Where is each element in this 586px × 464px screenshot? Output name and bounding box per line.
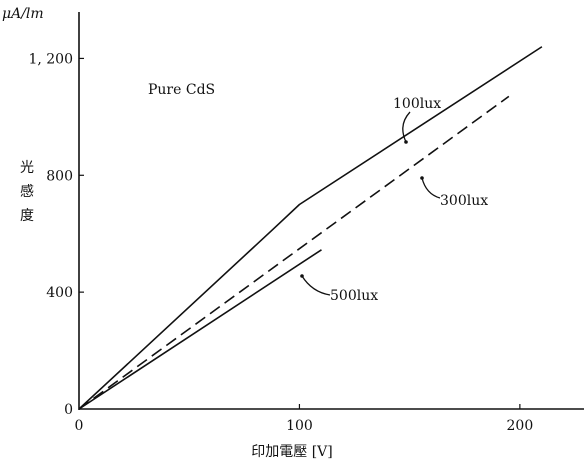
series-label-500lux: 500lux [330,288,378,304]
series-label-300lux: 300lux [440,193,488,209]
y-tick-label: 400 [46,285,73,301]
series-lines [78,46,543,410]
y-axis-unit: μA/lm [2,6,44,22]
x-tick-label: 200 [507,418,534,434]
y-axis-label: 光感度 [20,160,34,224]
series-line-500lux [78,249,322,410]
callout-arrow-500lux [300,274,304,278]
y-tick-label: 1, 200 [28,51,73,67]
callout-arrow-100lux [404,140,408,144]
ticks: 0 400 800 1, 200 0 100 200 [28,51,533,434]
callout-arrow-300lux [420,176,424,180]
series-line-300lux [78,95,510,410]
chart-annotation: Pure CdS [148,82,215,98]
x-axis-label: 印加電壓 [V] [251,444,332,460]
y-tick-label: 800 [46,168,73,184]
series-line-100lux [78,46,543,410]
x-tick-label: 0 [75,418,84,434]
x-tick-label: 100 [286,418,313,434]
callout-line-100lux [402,111,411,143]
series-label-100lux: 100lux [393,96,441,112]
axes [78,12,584,410]
series-labels: 100lux 300lux 500lux [300,96,488,304]
y-tick-label: 0 [64,402,73,418]
callout-line-500lux [301,275,331,296]
callout-line-300lux [421,177,441,199]
